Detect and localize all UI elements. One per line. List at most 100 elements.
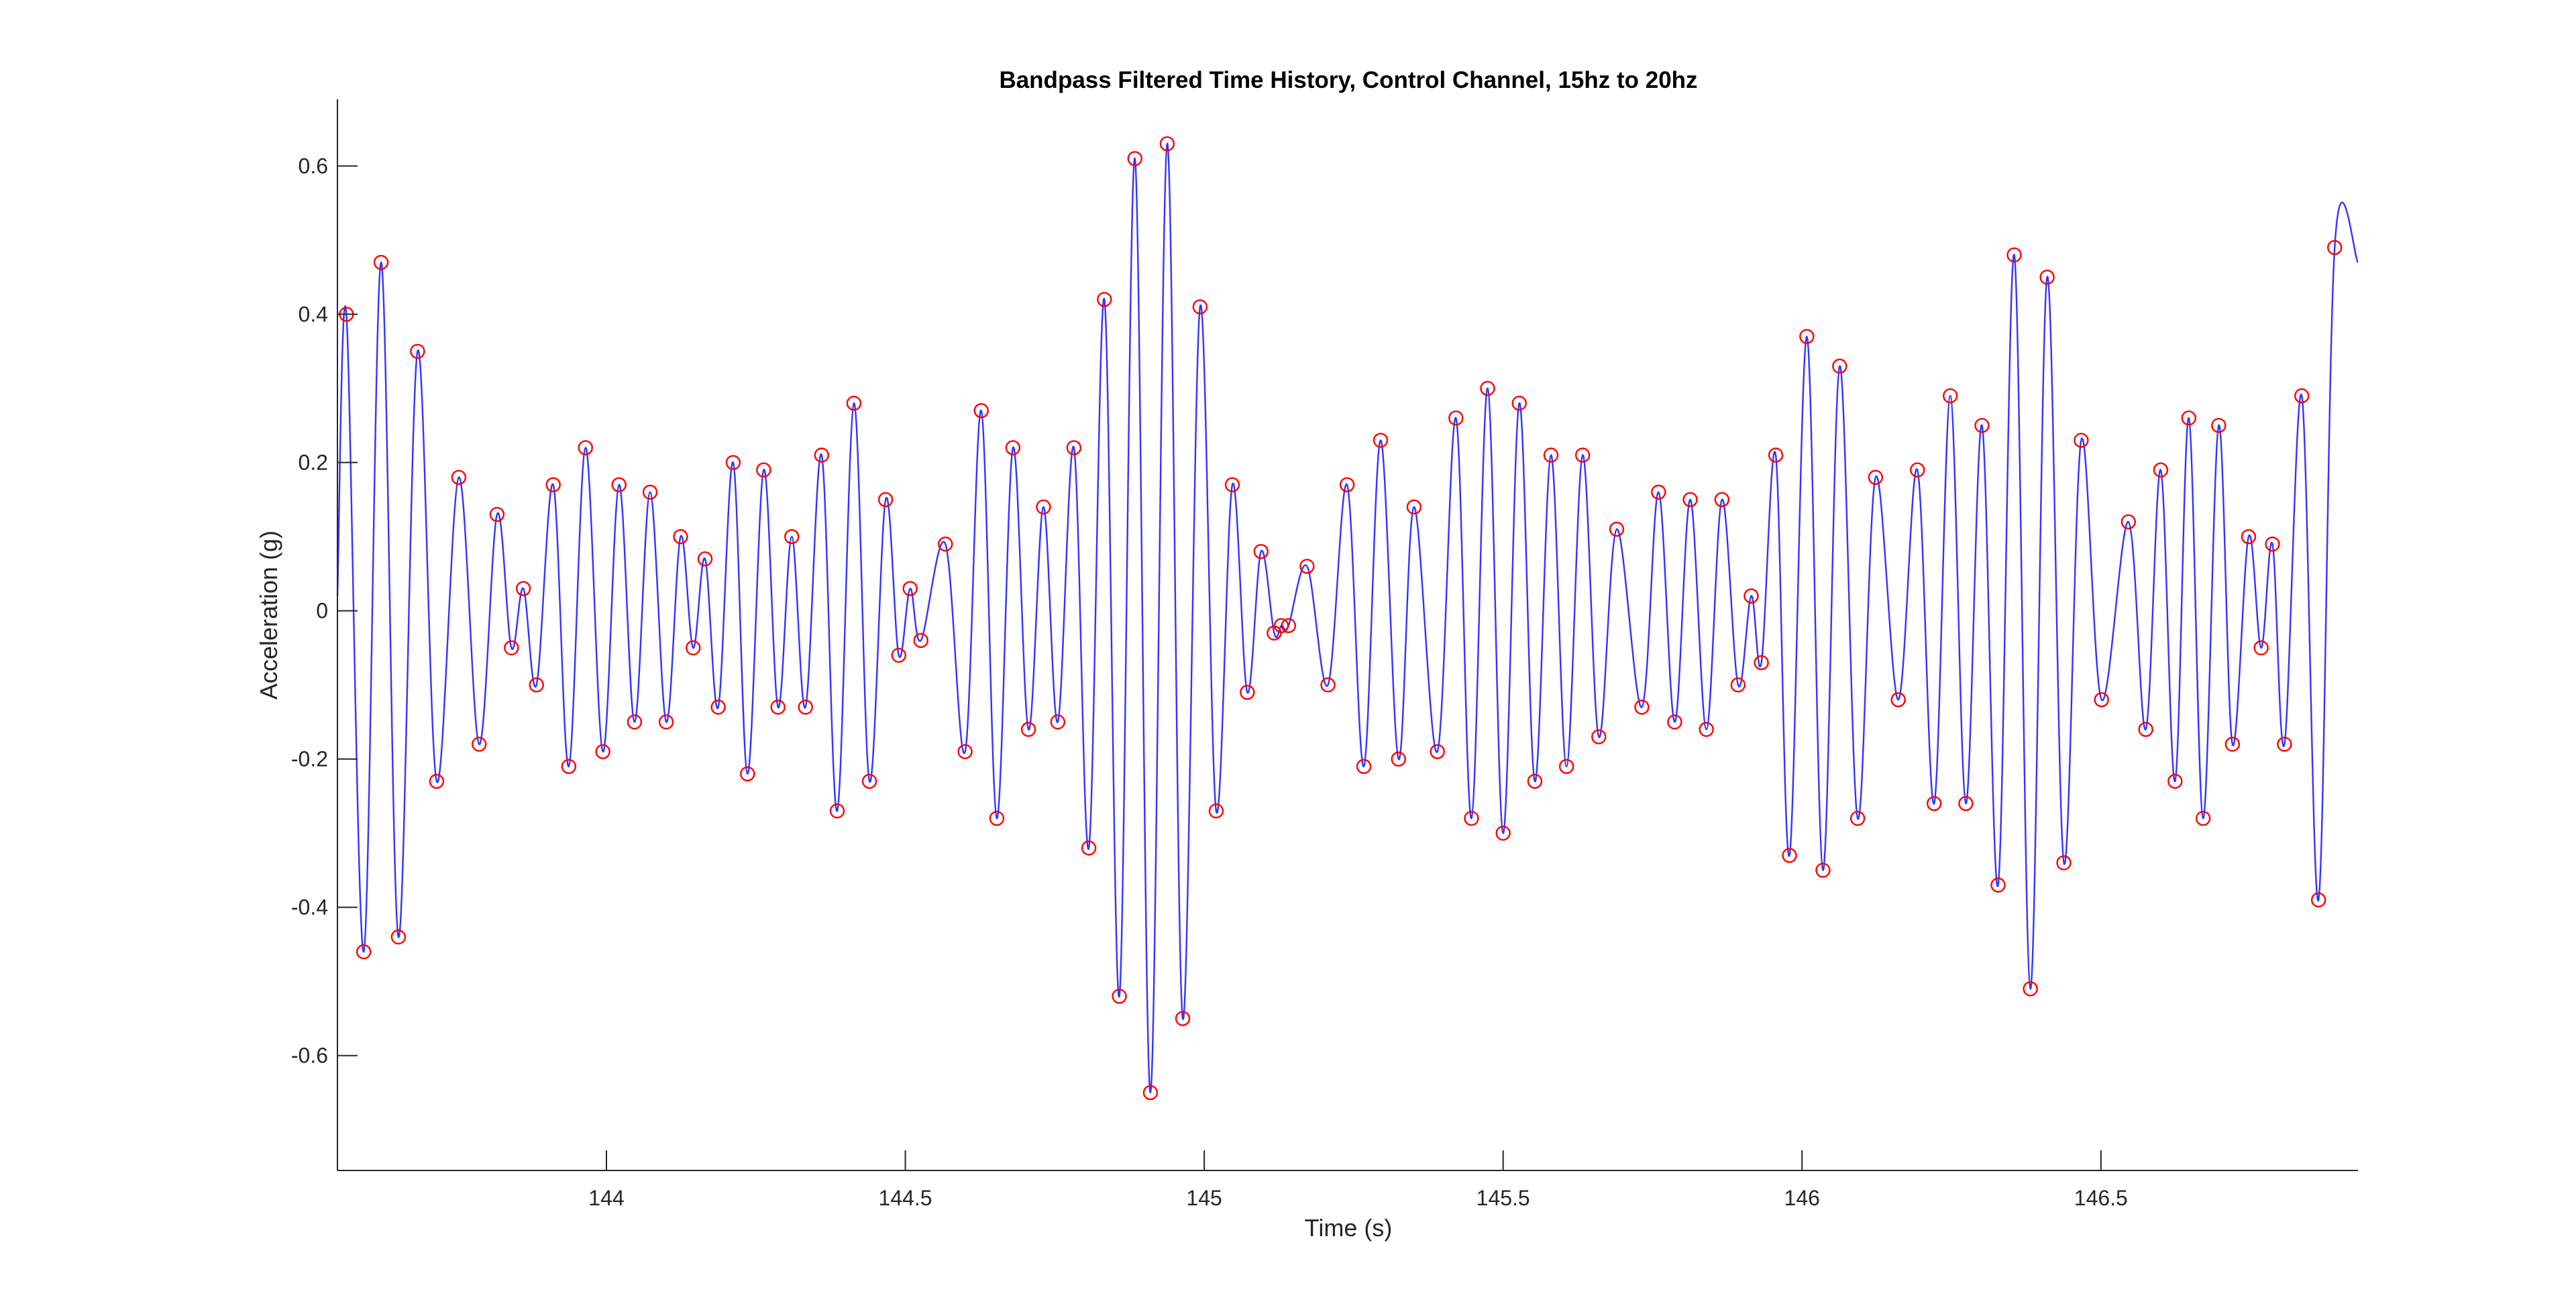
- x-tick-label: 146.5: [2074, 1186, 2128, 1210]
- peak-marker-113: [2167, 773, 2183, 789]
- peak-marker-61: [1281, 618, 1296, 633]
- peak-marker-118: [2241, 529, 2257, 545]
- peak-marker-33: [861, 773, 877, 789]
- x-ticks: 144 144.5 145 145.5 146 146.5: [588, 1150, 2128, 1210]
- peak-marker-27: [770, 700, 786, 715]
- peak-marker-4: [410, 343, 425, 359]
- peak-marker-3: [390, 929, 407, 945]
- peak-marker-14: [578, 440, 594, 455]
- peak-marker-117: [2224, 736, 2241, 752]
- peak-marker-86: [1714, 492, 1730, 508]
- peak-marker-84: [1682, 492, 1698, 508]
- peak-marker-110: [2121, 514, 2137, 530]
- series-line: [336, 143, 2359, 1094]
- plot-area: [336, 136, 2359, 1101]
- peak-marker-121: [2277, 736, 2292, 752]
- peak-marker-31: [829, 803, 845, 819]
- peak-marker-56: [1224, 477, 1240, 492]
- peak-marker-81: [1634, 700, 1650, 715]
- peak-marker-72: [1480, 380, 1495, 396]
- peak-marker-70: [1448, 411, 1464, 426]
- peak-marker-88: [1743, 588, 1759, 604]
- peak-marker-36: [902, 581, 918, 596]
- peak-marker-120: [2265, 536, 2280, 552]
- peak-marker-53: [1175, 1011, 1191, 1026]
- y-tick-label: 0.4: [299, 303, 328, 327]
- peak-marker-101: [1958, 796, 1974, 812]
- peak-marker-43: [1020, 722, 1036, 737]
- peak-marker-1: [356, 944, 372, 960]
- peak-marker-83: [1667, 714, 1682, 730]
- peak-marker-99: [1926, 796, 1942, 812]
- peak-marker-107: [2056, 855, 2072, 871]
- peak-marker-66: [1373, 433, 1389, 448]
- y-tick-label: -0.2: [291, 747, 328, 771]
- peak-marker-65: [1356, 759, 1372, 774]
- peak-marker-115: [2195, 810, 2211, 826]
- peak-marker-44: [1036, 499, 1051, 515]
- peak-marker-106: [2039, 270, 2055, 285]
- x-tick-label: 146: [1784, 1186, 1820, 1210]
- peak-marker-19: [658, 714, 674, 730]
- peak-marker-16: [611, 477, 627, 492]
- peak-marker-103: [1990, 877, 2006, 893]
- peak-marker-25: [740, 766, 755, 781]
- peak-marker-51: [1142, 1085, 1159, 1101]
- peak-marker-90: [1768, 447, 1784, 463]
- peak-marker-116: [2211, 418, 2226, 433]
- peak-marker-42: [1005, 440, 1021, 455]
- y-axis-label: Acceleration (g): [255, 531, 282, 700]
- peak-marker-123: [2310, 892, 2326, 908]
- peak-marker-111: [2138, 722, 2153, 737]
- peak-marker-108: [2074, 433, 2089, 448]
- peak-marker-112: [2153, 462, 2169, 478]
- peak-marker-82: [1651, 484, 1666, 500]
- peak-marker-8: [489, 506, 505, 523]
- peak-marker-35: [891, 647, 906, 663]
- peak-marker-7: [471, 736, 487, 752]
- peak-marker-69: [1430, 744, 1445, 759]
- x-tick-label: 144: [588, 1186, 624, 1210]
- peak-marker-91: [1782, 848, 1797, 863]
- y-ticks: -0.6 -0.4 -0.2 0 0.2 0.4 0.6: [291, 154, 358, 1068]
- peak-marker-26: [756, 462, 771, 478]
- peak-marker-10: [515, 581, 531, 596]
- x-tick-label: 145.5: [1477, 1186, 1530, 1210]
- peak-marker-68: [1406, 499, 1422, 515]
- peak-marker-55: [1208, 803, 1224, 819]
- peak-marker-109: [2094, 692, 2109, 708]
- y-tick-label: 0.2: [299, 451, 328, 475]
- peak-marker-80: [1609, 521, 1625, 537]
- peak-marker-15: [595, 744, 610, 759]
- peak-marker-41: [989, 810, 1005, 826]
- peak-marker-5: [429, 773, 445, 789]
- peak-marker-76: [1543, 447, 1559, 463]
- peak-marker-54: [1192, 299, 1208, 315]
- peak-marker-49: [1112, 989, 1127, 1004]
- peak-marker-119: [2253, 640, 2269, 656]
- peak-marker-20: [673, 529, 688, 545]
- peak-marker-98: [1910, 462, 1925, 478]
- y-tick-label: -0.6: [291, 1044, 328, 1068]
- peak-marker-104: [2006, 247, 2022, 263]
- peak-marker-21: [686, 640, 701, 656]
- peak-marker-77: [1558, 759, 1574, 774]
- peak-marker-97: [1890, 692, 1906, 708]
- peak-marker-6: [451, 470, 467, 485]
- peak-marker-64: [1339, 477, 1355, 492]
- peak-marker-12: [545, 477, 561, 492]
- peak-marker-71: [1464, 810, 1479, 826]
- peak-marker-75: [1527, 773, 1543, 789]
- peak-marker-40: [973, 402, 989, 419]
- peak-marker-52: [1159, 136, 1175, 152]
- peak-marker-24: [725, 455, 741, 470]
- peak-marker-93: [1815, 863, 1831, 878]
- peak-marker-46: [1066, 440, 1082, 455]
- peak-marker-32: [846, 395, 862, 411]
- x-axis-label: Time (s): [1305, 1214, 1393, 1242]
- peak-marker-96: [1868, 470, 1884, 485]
- peak-marker-60: [1273, 618, 1289, 633]
- peak-marker-102: [1974, 418, 1990, 433]
- y-tick-label: 0: [316, 599, 328, 623]
